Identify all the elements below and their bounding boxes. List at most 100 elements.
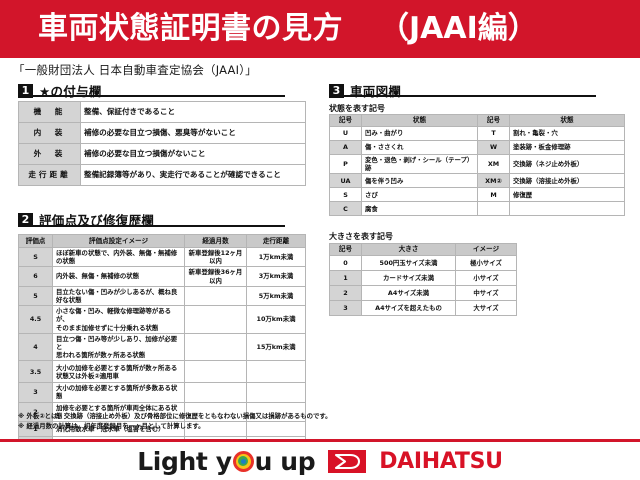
eval-grade: 1	[18, 421, 53, 437]
footer-branding: Light y u up DAIHATSU	[0, 442, 640, 480]
symbol-left: A	[329, 140, 362, 155]
page-subtitle: （JAAI編）	[379, 11, 538, 46]
size-value: カードサイズ未満	[361, 270, 456, 286]
eval-image: 目立たない傷・凹みが少しあるが、概ね良好な状態	[52, 285, 185, 307]
star-criteria-table: 機 能 整備、保証付きであること 内 装 補修の必要な目立つ損傷、悪臭等がないこ…	[18, 101, 306, 186]
table-row: UA 傷を伴う凹み XM② 交換跡（溶接止め外板）	[329, 173, 625, 189]
colored-ring-icon	[232, 450, 254, 472]
table-row: P 変色・退色・剥げ・シール（テープ）跡 XM 交換跡（ネジ止め外板）	[329, 153, 625, 175]
size-value: 500円玉サイズ未満	[361, 255, 456, 271]
size-image: 中サイズ	[455, 285, 517, 301]
eval-distance: 3万km未満	[246, 266, 306, 287]
col-symbol-right: 記号	[477, 114, 510, 127]
eval-grade: 5	[18, 285, 53, 307]
table-row: 6 内外装、無傷・無補修の状態 新車登録後36ヶ月以内 3万km未満	[18, 266, 306, 287]
condition-right: 修復歴	[509, 187, 625, 203]
tagline-part-1: Light y	[137, 446, 232, 476]
table-row: 機 能 整備、保証付きであること	[18, 101, 306, 123]
condition-symbols-heading: 状態を表す記号	[329, 104, 385, 113]
header-banner: 車両状態証明書の見方 （JAAI編）	[0, 0, 640, 58]
eval-distance: 10万km未満	[246, 305, 306, 334]
section-number-1: 1	[18, 83, 33, 98]
eval-grade: 6	[18, 266, 53, 287]
condition-right: 交換跡（溶接止め外板）	[509, 173, 625, 189]
condition-symbol-table: 記号 状態 記号 状態 U 凹み・曲がり T 割れ・亀裂・穴 A 傷・ささくれ …	[329, 114, 625, 217]
section-rule-1	[18, 95, 285, 97]
star-text: 整備記録簿等があり、実走行であることが確認できること	[80, 164, 306, 186]
eval-distance	[246, 401, 306, 423]
star-label: 内 装	[18, 122, 81, 144]
table-row: 走行距離 整備記録簿等があり、実走行であることが確認できること	[18, 164, 306, 186]
symbol-left: S	[329, 187, 362, 203]
table-row: U 凹み・曲がり T 割れ・亀裂・穴	[329, 126, 625, 141]
star-text: 補修の必要な目立つ損傷、悪臭等がないこと	[80, 122, 306, 144]
col-size-image: イメージ	[455, 243, 517, 256]
footnote-line-2: ※ 経過月数の計算は、初年度登録月を一ヶ月として計算します。	[18, 421, 205, 430]
col-distance: 走行距離	[246, 234, 306, 248]
eval-months: 新車登録後36ヶ月以内	[184, 266, 247, 287]
association-line: 「一般財団法人 日本自動車査定協会（JAAI）」	[13, 63, 257, 77]
eval-months	[184, 285, 247, 307]
eval-image: 大小の加修を必要とする箇所が多数ある状態	[52, 382, 185, 403]
table-row: 3.5 大小の加修を必要とする箇所が数ヶ所ある状態又は外板②適用車	[18, 360, 306, 384]
table-row: 0 500円玉サイズ未満 極小サイズ	[329, 255, 517, 271]
table-row: 2 A4サイズ未満 中サイズ	[329, 285, 517, 301]
section-rule-2	[18, 225, 285, 227]
section-rule-3	[329, 95, 596, 97]
section-title-2: 評価点及び修復歴欄	[39, 213, 155, 228]
section-number-3: 3	[329, 83, 344, 98]
table-row: 4 目立つ傷・凹み等が少しあり、加修が必要と 思われる箇所が数ヶ所ある状態 15…	[18, 332, 306, 362]
eval-distance	[246, 360, 306, 384]
table-row: 4.5 小さな傷・凹み、軽微な修理跡等があるが、 そのまま加修せずに十分乗れる状…	[18, 305, 306, 334]
star-label: 走行距離	[18, 164, 81, 186]
eval-image: 加修を必要とする箇所が車両全体にある状態	[52, 401, 185, 423]
size-image: 小サイズ	[455, 270, 517, 286]
section-title-3: 車両図欄	[350, 84, 402, 99]
table-row: 3 A4サイズを超えたもの 大サイズ	[329, 300, 517, 316]
table-row: 5 目立たない傷・凹みが少しあるが、概ね良好な状態 5万km未満	[18, 285, 306, 307]
size-image: 大サイズ	[455, 300, 517, 316]
size-image: 極小サイズ	[455, 255, 517, 271]
size-symbol: 1	[329, 270, 362, 286]
eval-months	[184, 305, 247, 334]
col-condition-right: 状態	[509, 114, 625, 127]
evaluation-table: 評価点 評価点設定イメージ 経過月数 走行距離 S ほぼ新車の状態で、内外装、無…	[18, 234, 306, 452]
size-symbols-heading: 大きさを表す記号	[329, 232, 393, 241]
condition-right: 割れ・亀裂・穴	[509, 126, 625, 141]
size-symbol: 2	[329, 285, 362, 301]
eval-grade: S	[18, 246, 53, 268]
col-size: 大きさ	[361, 243, 456, 256]
section-number-2: 2	[18, 212, 33, 227]
eval-image: 内外装、無傷・無補修の状態	[52, 266, 185, 287]
star-text: 整備、保証付きであること	[80, 101, 306, 123]
table-row: 外 装 補修の必要な目立つ損傷がないこと	[18, 143, 306, 165]
table-row: 内 装 補修の必要な目立つ損傷、悪臭等がないこと	[18, 122, 306, 144]
condition-left: 変色・退色・剥げ・シール（テープ）跡	[361, 153, 478, 175]
eval-months	[184, 360, 247, 384]
symbol-left: U	[329, 126, 362, 141]
condition-left: 傷・ささくれ	[361, 140, 478, 155]
section-title-1: ★の付与欄	[39, 84, 102, 99]
col-grade: 評価点	[18, 234, 53, 248]
star-label: 外 装	[18, 143, 81, 165]
symbol-right: T	[477, 126, 510, 141]
symbol-left: P	[329, 153, 362, 175]
col-image: 評価点設定イメージ	[52, 234, 185, 248]
eval-grade: 4.5	[18, 305, 53, 334]
table-row: S さび M 修復歴	[329, 187, 625, 203]
condition-left: さび	[361, 187, 478, 203]
eval-grade: 2	[18, 401, 53, 423]
table-row: 3 大小の加修を必要とする箇所が多数ある状態	[18, 382, 306, 403]
eval-grade: 3.5	[18, 360, 53, 384]
section-heading-evaluation: 2 評価点及び修復歴欄	[18, 210, 154, 229]
section-heading-star: 1 ★の付与欄	[18, 81, 102, 100]
eval-image: 小さな傷・凹み、軽微な修理跡等があるが、 そのまま加修せずに十分乗れる状態	[52, 305, 185, 334]
size-value: A4サイズを超えたもの	[361, 300, 456, 316]
col-condition-left: 状態	[361, 114, 478, 127]
table-header-row: 記号 大きさ イメージ	[329, 243, 517, 256]
symbol-right: M	[477, 187, 510, 203]
condition-left: 腐食	[361, 201, 478, 217]
footnotes: ※ 外板②とは、交換跡（溶接止め外板）及び骨格部位に修復歴をともなわない損傷又は…	[18, 412, 332, 432]
size-symbol: 3	[329, 300, 362, 316]
